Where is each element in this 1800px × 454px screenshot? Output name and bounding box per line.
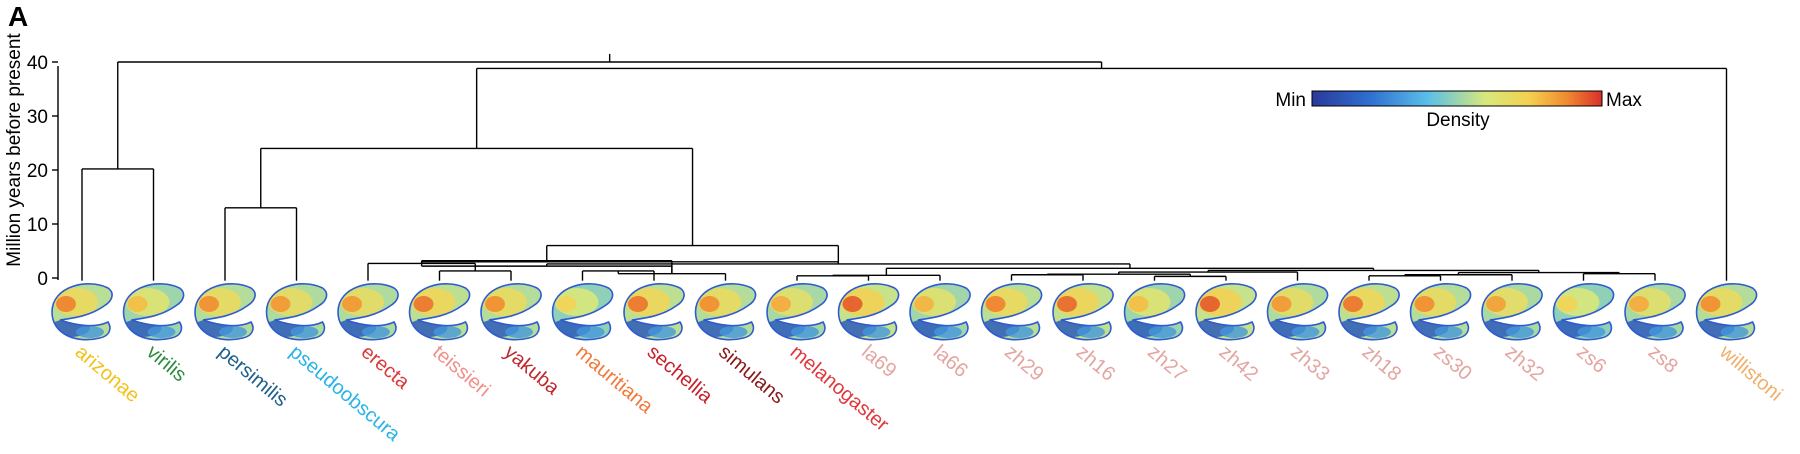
species-label: zh42 (1215, 341, 1262, 386)
species-label: zh29 (1000, 341, 1047, 386)
species-label: la66 (929, 341, 972, 382)
density-map (194, 283, 256, 341)
legend-min-label: Min (1275, 90, 1306, 111)
y-tick-label: 40 (27, 53, 48, 74)
density-map (837, 283, 900, 341)
density-map (480, 283, 542, 341)
species-label: la69 (857, 341, 900, 382)
legend-max-label: Max (1606, 90, 1642, 111)
density-map (265, 283, 328, 341)
density-map (551, 283, 614, 341)
density-map (1409, 283, 1472, 341)
density-map (1195, 283, 1257, 341)
density-map (1123, 283, 1186, 341)
density-map (623, 283, 685, 341)
density-map (1338, 283, 1400, 341)
species-label: erecta (357, 341, 414, 394)
y-axis: Million years before present 0 10 20 30 40 (4, 33, 59, 290)
density-legend: Min Max Density (1275, 90, 1642, 131)
species-label: willistoni (1715, 340, 1787, 405)
y-tick-label: 30 (27, 107, 48, 128)
density-maps (51, 283, 1758, 341)
density-map (1266, 283, 1329, 341)
species-label: zs6 (1572, 341, 1610, 378)
species-label: persimilis (214, 341, 292, 411)
density-map (1552, 283, 1615, 341)
species-label: zh18 (1358, 341, 1405, 386)
density-map (122, 283, 185, 341)
y-axis-label: Million years before present (4, 33, 25, 267)
density-map (408, 283, 471, 341)
y-tick-label: 0 (37, 269, 48, 290)
species-label: zh32 (1501, 341, 1548, 386)
species-label: teissieri (428, 341, 494, 401)
species-label: simulans (714, 341, 789, 409)
species-label: zs8 (1644, 341, 1682, 378)
y-tick-label: 20 (27, 161, 48, 182)
density-map (980, 283, 1043, 341)
density-map (909, 283, 971, 341)
species-label: yakuba (500, 341, 564, 400)
species-label: zh16 (1072, 341, 1119, 386)
species-label: zh33 (1286, 341, 1333, 386)
density-map (337, 283, 399, 341)
species-label: zh27 (1143, 341, 1190, 386)
species-label: zs30 (1429, 341, 1476, 385)
density-map (1052, 283, 1114, 341)
density-map (1624, 283, 1686, 341)
y-tick-label: 10 (27, 215, 48, 236)
species-label: arizonae (71, 341, 144, 407)
species-label: mauritiana (571, 341, 657, 418)
density-map (1695, 283, 1758, 341)
species-label: virilis (142, 341, 190, 386)
density-map (694, 283, 757, 341)
density-map (1481, 283, 1543, 341)
density-map (766, 283, 828, 341)
y-axis-ticks: 0 10 20 30 40 (27, 53, 58, 290)
dendrogram (81, 53, 1728, 281)
density-colorbar (1311, 90, 1603, 107)
panel-label: A (8, 1, 28, 32)
legend-title: Density (1426, 110, 1490, 131)
density-map (51, 283, 113, 341)
